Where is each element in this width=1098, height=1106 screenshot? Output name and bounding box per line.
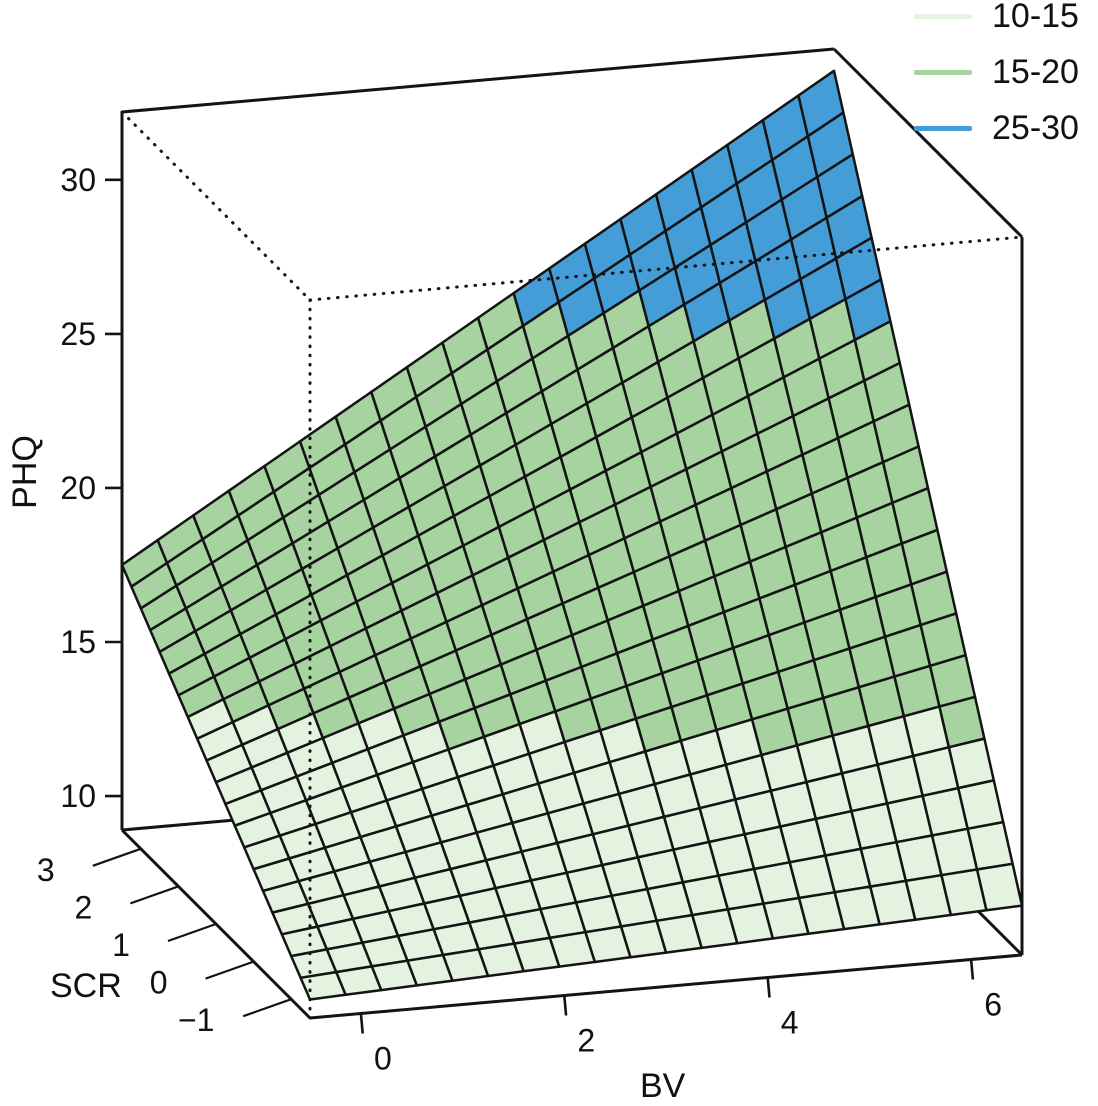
legend-swatch-band-mid xyxy=(914,69,972,75)
x-axis-title: BV xyxy=(640,1067,686,1105)
z-axis-tick-label: 30 xyxy=(60,162,96,198)
z-axis-title: PHQ xyxy=(5,435,44,509)
legend-item: 15-20 xyxy=(914,44,1096,100)
legend-label: 25-30 xyxy=(992,108,1079,147)
y-axis-title: SCR xyxy=(50,967,122,1005)
surface-facet xyxy=(299,970,347,1001)
x-axis-tick xyxy=(563,995,568,1016)
x-axis-tick-label: 2 xyxy=(577,1023,595,1059)
legend-item: 10-15 xyxy=(914,0,1096,44)
z-axis-tick-label: 20 xyxy=(60,470,96,506)
legend-swatch-band-high xyxy=(914,125,972,131)
y-axis-tick xyxy=(130,885,179,905)
box-edge xyxy=(121,47,835,114)
y-axis-tick-label: 2 xyxy=(75,889,93,925)
box-edge-hidden-dotted xyxy=(308,235,1024,302)
y-axis-tick xyxy=(167,922,217,943)
y-axis-tick-label: 0 xyxy=(150,965,168,1001)
x-axis-tick-label: 6 xyxy=(984,987,1002,1023)
box-edge-hidden-dotted xyxy=(120,110,312,302)
legend-label: 15-20 xyxy=(992,52,1079,91)
y-axis-tick-label: 1 xyxy=(112,927,130,963)
x-axis-tick-label: 0 xyxy=(374,1041,392,1077)
x-axis-tick xyxy=(969,959,975,980)
z-axis-tick-label: 10 xyxy=(60,778,96,814)
y-axis-tick xyxy=(205,960,254,980)
y-axis-tick-label: 3 xyxy=(37,852,55,888)
legend-item: 25-30 xyxy=(914,100,1096,156)
legend-swatch-band-low xyxy=(914,13,972,19)
x-axis-tick xyxy=(766,977,771,998)
box-edge xyxy=(309,953,1023,1020)
z-axis-tick-label: 25 xyxy=(60,316,96,352)
legend-label: 10-15 xyxy=(992,0,1079,35)
y-axis-tick xyxy=(242,998,292,1018)
box-edge xyxy=(832,47,1024,239)
legend: 10-15 15-20 25-30 xyxy=(914,0,1096,156)
y-axis-tick-label: −1 xyxy=(178,1002,214,1038)
x-axis-tick-label: 4 xyxy=(781,1005,799,1041)
x-axis-tick xyxy=(359,1013,364,1034)
z-axis-tick-label: 15 xyxy=(60,624,96,660)
y-axis-tick xyxy=(92,847,142,867)
